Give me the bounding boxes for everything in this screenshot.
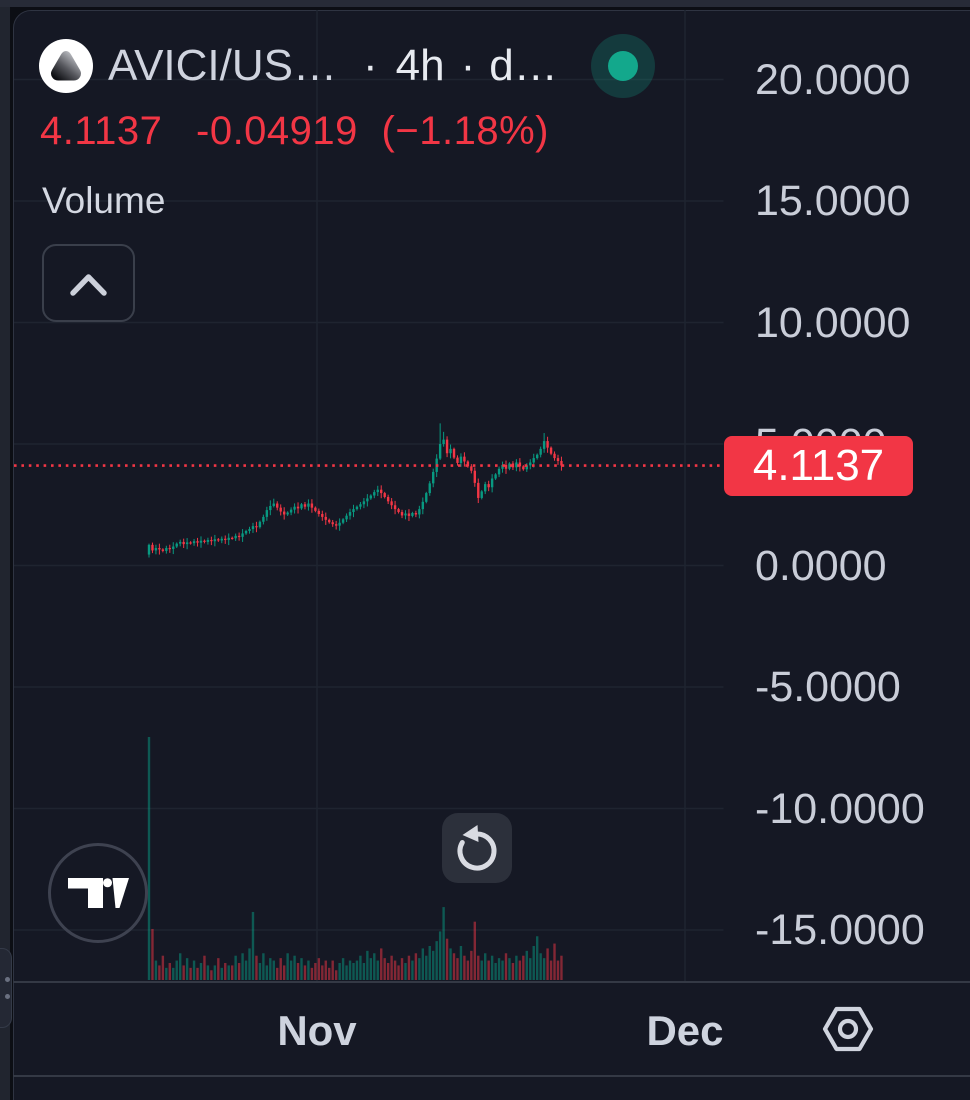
chart-style-label[interactable]: d…: [489, 41, 558, 90]
price-axis-label: -10.0000: [755, 784, 925, 833]
side-drawer-handle[interactable]: [0, 948, 12, 1028]
chevron-up-icon: [70, 274, 107, 296]
price-axis-label: 15.0000: [755, 177, 911, 225]
left-edge-strip: [0, 7, 10, 1100]
quote-row: 4.1137 -0.04919 (−1.18%): [40, 109, 549, 154]
separator-dot2: ·: [460, 41, 476, 90]
handle-dot: [5, 994, 10, 999]
refresh-button[interactable]: [442, 813, 512, 883]
hexagon-settings-icon: [822, 1006, 874, 1052]
chart-panel: [13, 10, 970, 1100]
price-change: -0.04919: [196, 109, 358, 153]
price-axis-label: 10.0000: [755, 298, 911, 347]
top-edge-strip: [0, 0, 970, 7]
handle-dot: [5, 977, 10, 982]
symbol-header[interactable]: AVICI/US… · 4h · d…: [39, 39, 558, 93]
separator-dot: ·: [363, 41, 378, 90]
price-axis-label: -15.0000: [755, 906, 925, 954]
market-status-dot: [608, 51, 638, 81]
settings-hexagon-button[interactable]: [817, 1001, 879, 1057]
time-axis-label: Dec: [646, 1007, 724, 1054]
time-axis-separator: [13, 981, 970, 983]
price-axis-label: 0.0000: [755, 541, 887, 590]
price-tag: 4.1137: [724, 435, 913, 496]
tradingview-logo[interactable]: [48, 843, 148, 943]
volume-indicator-label: Volume: [42, 180, 166, 221]
price-axis-label: 20.0000: [755, 55, 911, 104]
market-status-icon[interactable]: [591, 34, 655, 98]
price-axis-label: -5.0000: [755, 663, 901, 711]
price-change-percent: (−1.18%): [381, 109, 549, 153]
avici-logo-icon: [39, 39, 93, 93]
tradingview-logo-icon: [68, 878, 129, 908]
last-price: 4.1137: [40, 109, 163, 153]
symbol-title[interactable]: AVICI/US…: [108, 41, 338, 90]
interval-label[interactable]: 4h: [395, 41, 445, 90]
price-tag-value: 4.1137: [752, 440, 885, 490]
collapse-button[interactable]: [42, 244, 135, 322]
time-axis-label: Nov: [277, 1007, 357, 1054]
refresh-icon: [457, 825, 497, 871]
panel-bottom-separator: [13, 1075, 970, 1077]
